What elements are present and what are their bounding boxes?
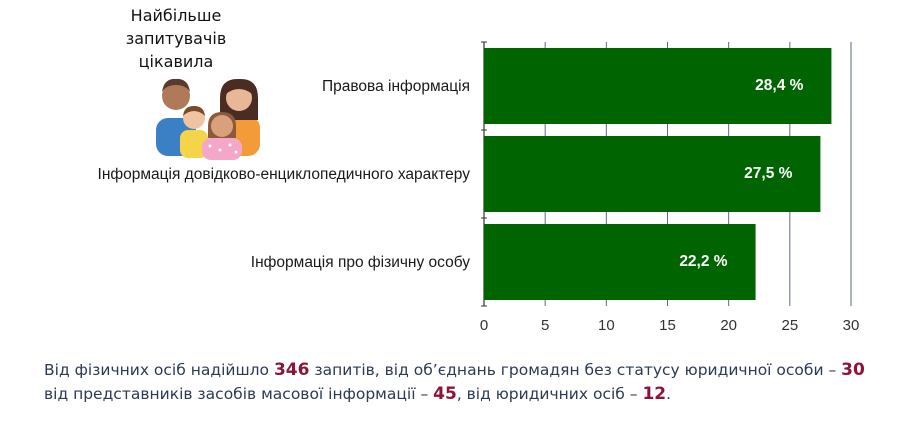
x-tick-label: 0 — [480, 317, 488, 334]
footnote-text-5: . — [666, 385, 672, 403]
caption-line-2: запитувачів — [125, 29, 227, 48]
bar — [484, 48, 832, 124]
caption-line-1: Найбільше — [130, 6, 222, 25]
category-label: Інформація довідково-енциклопедичного ха… — [98, 166, 471, 183]
bar-value-label: 28,4 % — [755, 77, 803, 94]
footnote: Від фізичних осіб надійшло 346 запитів, … — [44, 358, 884, 406]
footnote-text-1: Від фізичних осіб надійшло — [44, 361, 274, 379]
x-tick-label: 25 — [781, 317, 798, 334]
x-tick-label: 30 — [843, 317, 860, 334]
category-label: Правова інформація — [322, 78, 470, 95]
footnote-text-3: від представників засобів масової інформ… — [44, 385, 434, 403]
bar-value-label: 27,5 % — [744, 165, 792, 182]
caption-line-3: цікавила — [138, 52, 214, 71]
bar-chart: 0 5 10 15 20 25 30 Правова інформація 28,4 % Інфо… — [98, 41, 860, 334]
footnote-number-individuals: 346 — [273, 360, 310, 380]
x-tick-label: 20 — [720, 317, 737, 334]
footnote-text-2: запитів, від об’єднань громадян без стат… — [309, 361, 842, 379]
bar — [484, 136, 821, 212]
footnote-number-associations: 30 — [841, 360, 865, 380]
footnote-number-legal-entities: 12 — [642, 384, 667, 404]
family-people-icon — [156, 78, 260, 160]
footnote-text-4: , від юридичних осіб – — [456, 385, 643, 403]
bar-value-label: 22,2 % — [679, 253, 727, 270]
caption: Найбільше запитувачів цікавила — [112, 4, 240, 73]
footnote-number-media: 45 — [433, 384, 457, 404]
x-tick-label: 10 — [598, 317, 615, 334]
x-tick-label: 15 — [659, 317, 676, 334]
bar — [484, 224, 756, 300]
category-label: Інформація про фізичну особу — [251, 254, 470, 271]
x-tick-label: 5 — [541, 317, 549, 334]
